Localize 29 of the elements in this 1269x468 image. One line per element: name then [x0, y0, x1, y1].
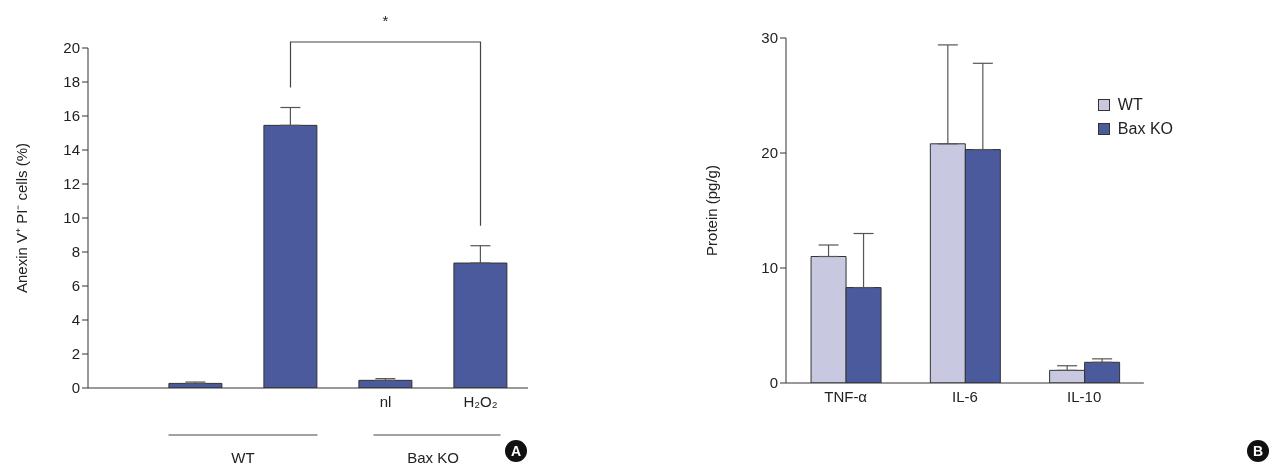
- text: WT: [231, 449, 255, 466]
- y-axis-title: Anexin V⁺ PI⁻ cells (%): [13, 142, 31, 294]
- y-tick-label: 18: [63, 73, 80, 91]
- text: Bax KO: [407, 449, 459, 466]
- y-tick-label: 10: [761, 259, 778, 277]
- y-tick-label: 30: [761, 29, 778, 47]
- y-tick-label: 8: [71, 243, 80, 261]
- y-tick-label: 16: [63, 107, 80, 125]
- text: *: [382, 12, 389, 29]
- legend-label: Bax KO: [1117, 119, 1173, 139]
- circle-badge: A: [505, 440, 527, 462]
- x-tick-label: nl: [379, 392, 392, 410]
- circle-badge: B: [1247, 440, 1269, 462]
- x-tick-label: IL-6: [952, 387, 978, 405]
- y-tick-label: 10: [63, 209, 80, 227]
- y-tick-label: 2: [71, 345, 80, 363]
- y-tick-label: 20: [761, 144, 778, 162]
- x-tick-label: H₂O₂: [463, 392, 498, 410]
- y-tick-label: 0: [71, 379, 80, 397]
- y-tick-label: 20: [63, 39, 80, 57]
- legend-label: WT: [1117, 95, 1143, 115]
- y-tick-label: 12: [63, 175, 80, 193]
- y-tick-label: 4: [71, 311, 80, 329]
- y-axis-title: Protein (pg/g): [703, 165, 721, 256]
- y-tick-label: 14: [63, 141, 80, 159]
- y-tick-label: 0: [769, 374, 778, 392]
- x-tick-label: TNF-α: [824, 387, 868, 405]
- x-tick-label: IL-10: [1067, 387, 1102, 405]
- y-tick-label: 6: [71, 277, 80, 295]
